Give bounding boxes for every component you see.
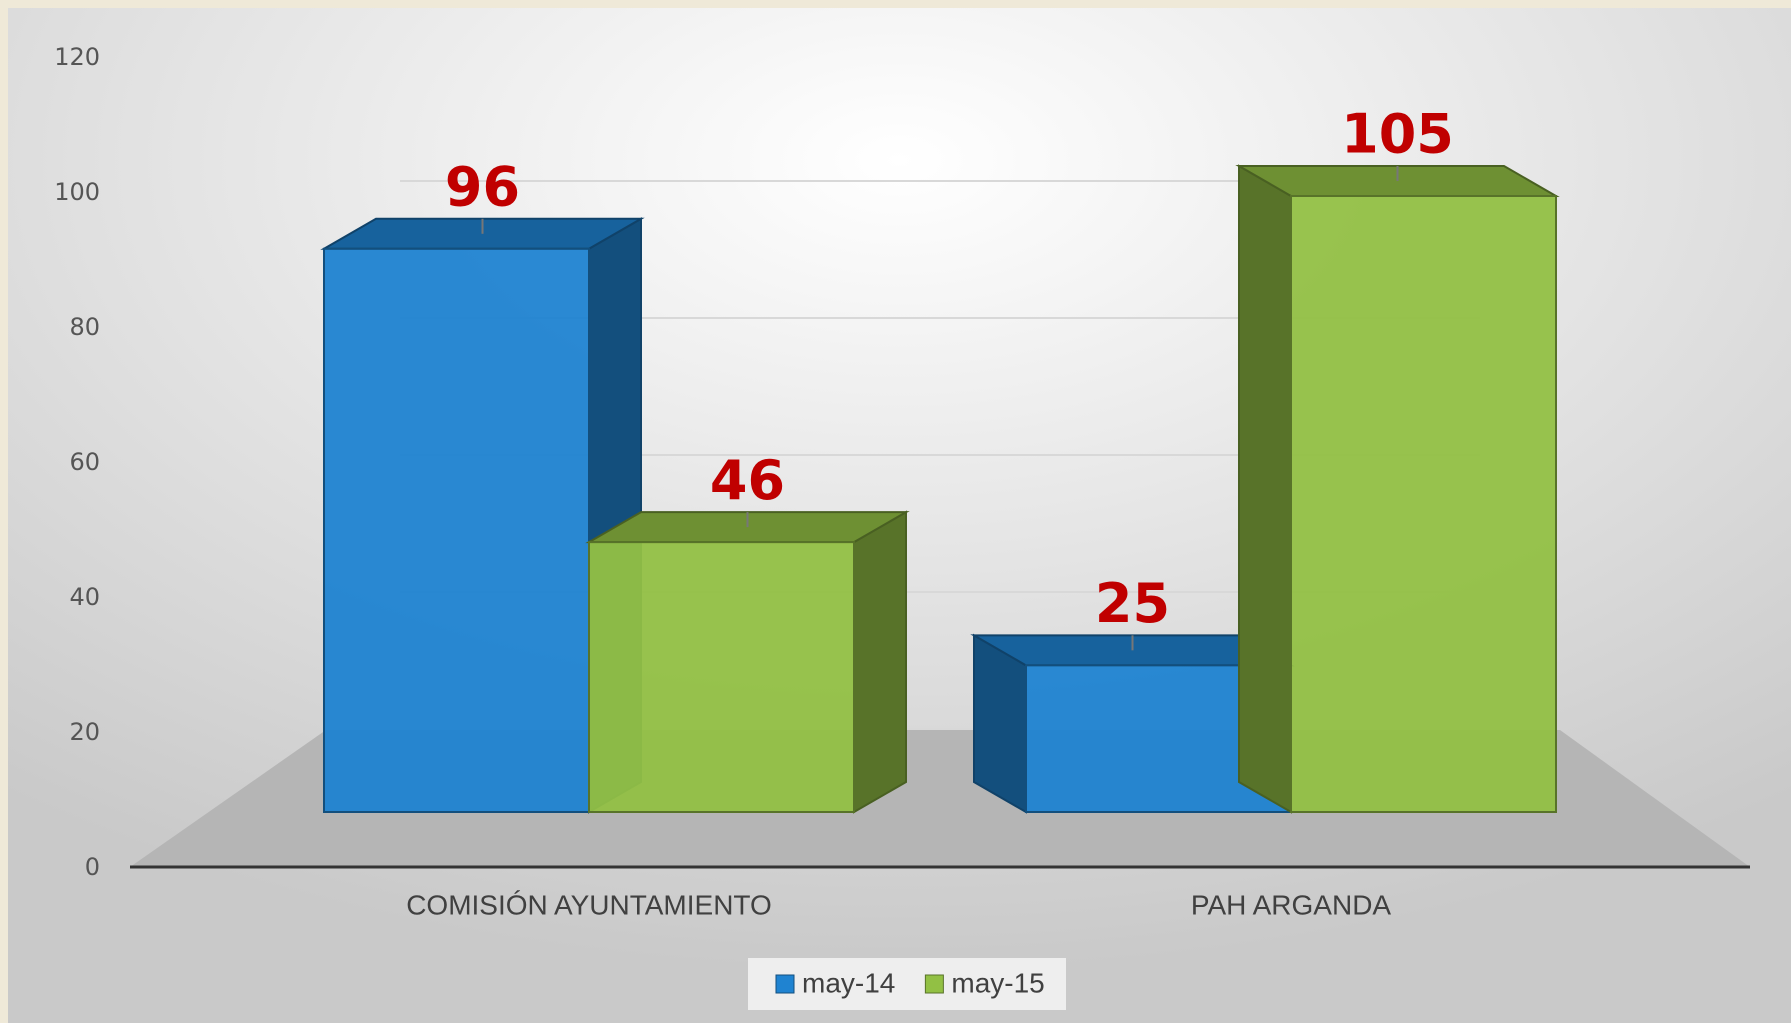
x-tick-label: COMISIÓN AYUNTAMIENTO (406, 889, 772, 920)
x-tick-label: PAH ARGANDA (1191, 889, 1392, 920)
y-tick-label: 60 (69, 448, 100, 476)
data-label: 25 (1095, 572, 1170, 635)
data-label: 46 (710, 449, 785, 512)
data-label: 96 (445, 155, 520, 218)
y-tick-label: 120 (54, 43, 100, 71)
bar-front (588, 541, 855, 814)
data-label: 105 (1341, 103, 1454, 166)
y-tick-label: 40 (69, 583, 100, 611)
legend-label: may-14 (802, 967, 895, 998)
bar (1235, 164, 1560, 814)
y-tick-label: 0 (85, 853, 100, 881)
y-tick-label: 80 (69, 313, 100, 341)
bar-side (853, 510, 907, 814)
y-tick-label: 100 (54, 178, 100, 206)
legend-swatch (924, 974, 944, 994)
legend-label: may-15 (951, 967, 1044, 998)
bar-front (323, 247, 590, 814)
bar-side (1238, 164, 1292, 814)
legend-swatch (775, 974, 795, 994)
legend-box (748, 958, 1066, 1010)
y-tick-label: 20 (69, 718, 100, 746)
bar (585, 510, 910, 814)
legend: may-14 may-15 (748, 958, 1066, 1010)
bar-front (1290, 195, 1557, 813)
